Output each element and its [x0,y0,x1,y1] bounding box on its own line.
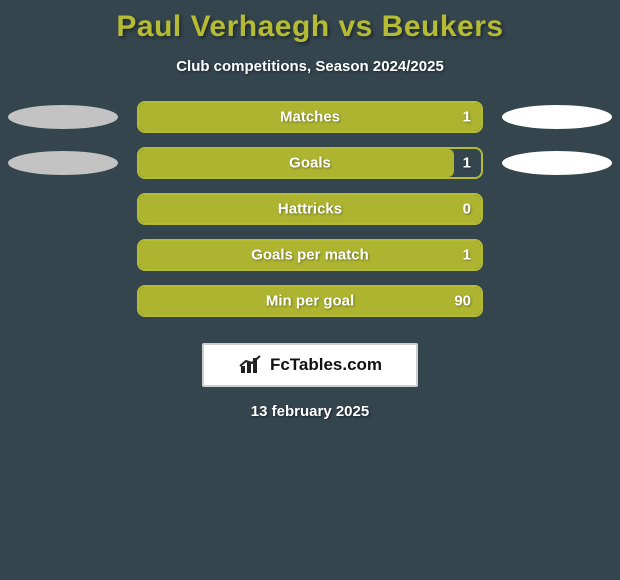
right-ellipse [502,105,612,129]
subtitle: Club competitions, Season 2024/2025 [176,58,444,75]
stat-value: 1 [463,247,471,264]
logo-text: FcTables.com [270,355,382,375]
right-ellipse [502,151,612,175]
stat-rows: Matches 1 Goals 1 Hattricks 0 Goals per match 1… [0,101,620,331]
stat-label: Min per goal [266,293,354,310]
stat-row: Goals per match 1 [0,239,620,271]
stat-row: Hattricks 0 [0,193,620,225]
stat-label: Matches [280,109,340,126]
page-title: Paul Verhaegh vs Beukers [116,10,503,44]
date-text: 13 february 2025 [251,403,369,420]
stat-label: Goals [289,155,331,172]
stat-value: 0 [463,201,471,218]
stat-bar: Goals 1 [137,147,483,179]
stat-value: 1 [463,109,471,126]
stat-row: Min per goal 90 [0,285,620,317]
bar-chart-icon [238,354,264,376]
stat-label: Hattricks [278,201,342,218]
stat-bar: Min per goal 90 [137,285,483,317]
stat-bar: Hattricks 0 [137,193,483,225]
left-ellipse [8,151,118,175]
stat-bar: Matches 1 [137,101,483,133]
left-ellipse [8,105,118,129]
stat-value: 1 [463,155,471,172]
stat-row: Goals 1 [0,147,620,179]
logo-box: FcTables.com [202,343,418,387]
chart-canvas: Paul Verhaegh vs Beukers Club competitio… [0,0,620,580]
stat-label: Goals per match [251,247,369,264]
stat-bar: Goals per match 1 [137,239,483,271]
stat-row: Matches 1 [0,101,620,133]
stat-value: 90 [454,293,471,310]
